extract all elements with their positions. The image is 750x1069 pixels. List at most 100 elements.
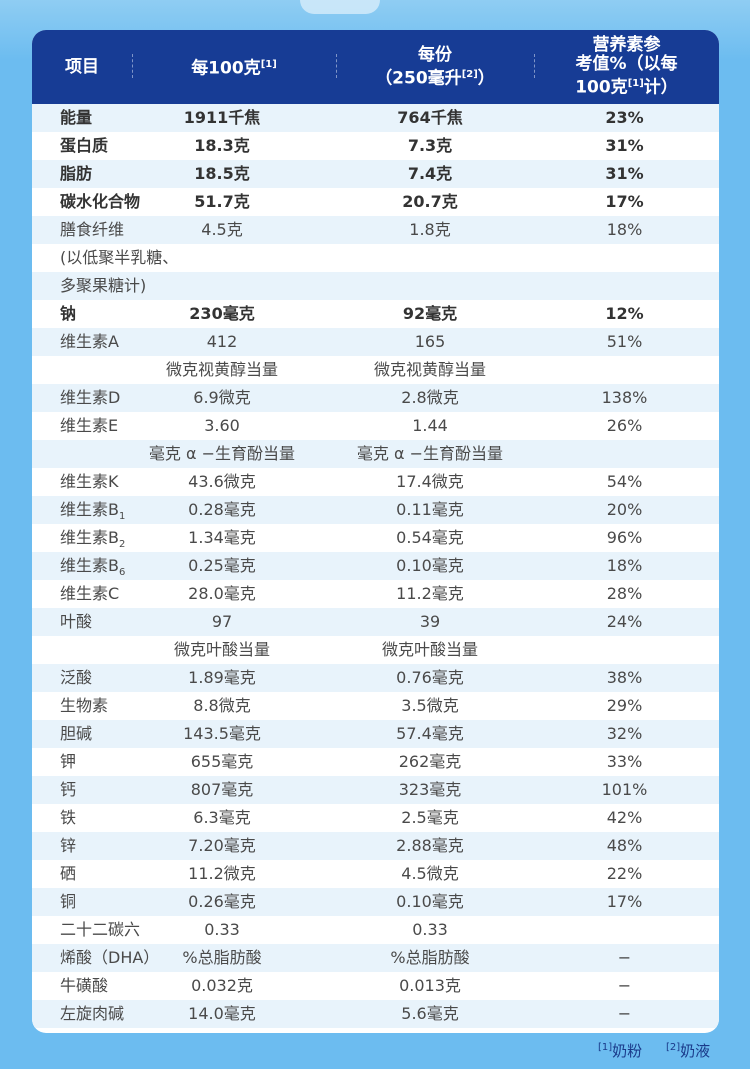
per-serving-value: 5.6毫克 [401, 1004, 459, 1023]
table-row: 维生素K 43.6微克 17.4微克 54% [32, 468, 719, 496]
per-serving-value: 微克视黄醇当量 [373, 360, 486, 379]
nrv-value: 42% [606, 808, 643, 827]
table-row: 维生素A 412 165 51% [32, 328, 719, 356]
per-serving-value [340, 244, 520, 272]
per-serving-value: 1.44 [412, 416, 448, 435]
per100g-value: 微克视黄醇当量 [165, 360, 278, 379]
header-per-serving-footnote-mark: [2] [461, 68, 478, 80]
per100g-value: 6.9微克 [193, 388, 251, 407]
nrv-value: 23% [605, 108, 644, 127]
footnote-liquid-text: 奶液 [680, 1042, 711, 1060]
per100g-value: 3.60 [204, 416, 240, 435]
per100g-value: 6.3毫克 [193, 808, 251, 827]
per100g-value: 143.5毫克 [183, 724, 261, 743]
per-serving-value: 165 [414, 332, 446, 351]
nrv-value: − [617, 948, 632, 967]
nutrient-name: 维生素E [60, 416, 119, 435]
header-per-serving: 每份 （250毫升[2]） [336, 30, 534, 104]
table-row: 多聚果糖计) [32, 272, 719, 300]
nutrient-name: 生物素 [60, 696, 109, 715]
per100g-value [132, 272, 312, 300]
per100g-value: 0.26毫克 [188, 892, 256, 911]
per100g-value: 0.25毫克 [188, 556, 256, 575]
per100g-value: 412 [206, 332, 238, 351]
nutrient-name: 牛磺酸 [60, 976, 109, 995]
per100g-value: 1911千焦 [183, 108, 261, 127]
per100g-value: 1.89毫克 [188, 668, 256, 687]
per-serving-value: 17.4微克 [396, 472, 464, 491]
per100g-value: 毫克 α −生育酚当量 [148, 444, 296, 463]
per100g-value: 18.3克 [194, 136, 250, 155]
nrv-value: 29% [606, 696, 643, 715]
per100g-value: 8.8微克 [193, 696, 251, 715]
vitamin-subscript: 2 [118, 539, 126, 551]
nutrient-name: 二十二碳六 [60, 920, 141, 939]
footnote-liquid-mark: [2] [666, 1042, 681, 1053]
nrv-value [542, 272, 707, 300]
nrv-value: 28% [606, 584, 643, 603]
table-row: 叶酸 97 39 24% [32, 608, 719, 636]
nutrient-name: 锌 [60, 836, 77, 855]
nrv-value: 38% [606, 668, 643, 687]
nrv-value [542, 244, 707, 272]
per-serving-value: 262毫克 [398, 752, 462, 771]
per-serving-value: 0.33 [412, 920, 448, 939]
nutrient-name: 维生素B2 [60, 528, 126, 551]
nutrient-name: 铁 [60, 808, 77, 827]
table-row: 毫克 α −生育酚当量 毫克 α −生育酚当量 [32, 440, 719, 468]
table-row: 膳食纤维 4.5克 1.8克 18% [32, 216, 719, 244]
per-serving-value: 毫克 α −生育酚当量 [356, 444, 504, 463]
sky-cloud-decoration [300, 0, 380, 14]
per-serving-value: 0.76毫克 [396, 668, 464, 687]
table-row: 胆碱 143.5毫克 57.4毫克 32% [32, 720, 719, 748]
per-serving-value: 323毫克 [398, 780, 462, 799]
per100g-value: 18.5克 [194, 164, 250, 183]
nrv-value: 32% [606, 724, 643, 743]
nutrition-table-card: 项目 每100克[1] 每份 （250毫升[2]） 营养素参 考值%（以每 10… [32, 30, 719, 1033]
footnote-powder-text: 奶粉 [612, 1042, 643, 1060]
table-row: 锌 7.20毫克 2.88毫克 48% [32, 832, 719, 860]
nrv-value: 17% [606, 892, 643, 911]
table-row: 能量 1911千焦 764千焦 23% [32, 104, 719, 132]
header-nrv-line3: 100克 [575, 77, 628, 98]
per-serving-value: 微克叶酸当量 [381, 640, 478, 659]
nrv-value: − [617, 976, 632, 995]
nutrient-name: (以低聚半乳糖、 [60, 248, 179, 267]
per100g-value: 11.2微克 [188, 864, 256, 883]
per100g-value: 655毫克 [190, 752, 254, 771]
header-divider [534, 54, 535, 78]
per-serving-value: 0.10毫克 [396, 892, 464, 911]
table-row: 微克视黄醇当量 微克视黄醇当量 [32, 356, 719, 384]
header-per100g: 每100克[1] [132, 30, 336, 104]
header-divider [336, 54, 337, 78]
per100g-value: 0.33 [204, 920, 240, 939]
per100g-value: 微克叶酸当量 [173, 640, 270, 659]
nutrient-name: 维生素K [60, 472, 119, 491]
table-row: 维生素E 3.60 1.44 26% [32, 412, 719, 440]
nrv-value [542, 636, 707, 664]
nutrient-name: 钙 [60, 780, 77, 799]
per-serving-value: 0.10毫克 [396, 556, 464, 575]
per100g-value: 1.34毫克 [188, 528, 256, 547]
nrv-value [542, 916, 707, 944]
per-serving-value [340, 272, 520, 300]
per100g-value: 14.0毫克 [188, 1004, 256, 1023]
header-nrv: 营养素参 考值%（以每 100克[1]计） [534, 30, 719, 104]
nrv-value: 20% [606, 500, 643, 519]
per-serving-value: 2.5毫克 [401, 808, 459, 827]
per100g-value: 807毫克 [190, 780, 254, 799]
table-header: 项目 每100克[1] 每份 （250毫升[2]） 营养素参 考值%（以每 10… [32, 30, 719, 104]
nrv-value: 18% [606, 220, 643, 239]
nutrient-name: 硒 [60, 864, 77, 883]
table-row: 维生素B2 1.34毫克 0.54毫克 96% [32, 524, 719, 552]
per100g-value: %总脂肪酸 [182, 948, 262, 967]
nutrient-name: 泛酸 [60, 668, 93, 687]
nrv-value: 33% [606, 752, 643, 771]
table-row: 牛磺酸 0.032克 0.013克 − [32, 972, 719, 1000]
nrv-value: 54% [606, 472, 643, 491]
table-row: 生物素 8.8微克 3.5微克 29% [32, 692, 719, 720]
per-serving-value: 20.7克 [402, 192, 458, 211]
nrv-value: 138% [601, 388, 648, 407]
per-serving-value: 11.2毫克 [396, 584, 464, 603]
nutrient-name: 左旋肉碱 [60, 1004, 125, 1023]
